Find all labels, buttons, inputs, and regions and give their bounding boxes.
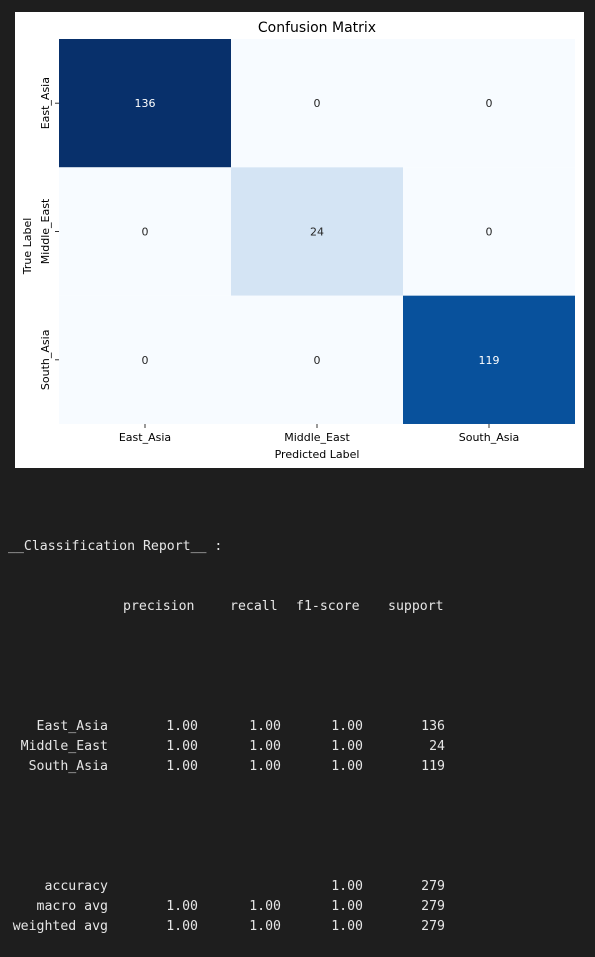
y-tick-label: East_Asia (39, 77, 52, 129)
report-cell-f1: 1.00 (331, 739, 363, 754)
report-summary-row: macro avg 1.00 1.00 1.00 279 (8, 897, 445, 917)
x-tick-label: South_Asia (459, 431, 520, 444)
heatmap-cell (59, 167, 231, 296)
report-cell-support: 279 (421, 899, 445, 914)
report-cell-recall: 1.00 (249, 739, 281, 754)
report-summary-row: weighted avg 1.00 1.00 1.00 279 (8, 917, 445, 937)
x-tick-label: East_Asia (119, 431, 171, 444)
classification-report: __Classification Report__ : precision re… (8, 497, 445, 957)
report-cell-precision: 1.00 (166, 919, 198, 934)
heatmap-cell (231, 167, 403, 296)
report-cell-f1: 1.00 (331, 879, 363, 894)
y-tick-label: South_Asia (39, 330, 52, 391)
report-cell-recall: 1.00 (249, 719, 281, 734)
cell-value-label: 0 (486, 225, 493, 238)
y-tick-label: Middle_East (39, 198, 52, 264)
heatmap-cell (231, 295, 403, 424)
report-title: __Classification Report__ : (8, 539, 223, 554)
report-cell-support: 119 (421, 759, 445, 774)
report-cell-f1: 1.00 (331, 719, 363, 734)
report-class-row: East_Asia 1.00 1.00 1.00 136 (8, 717, 445, 737)
heatmap-cell (403, 295, 575, 424)
y-axis-label: True Label (21, 218, 34, 276)
report-class-row: South_Asia 1.00 1.00 1.00 119 (8, 757, 445, 777)
heatmap-cell (59, 295, 231, 424)
report-title-line: __Classification Report__ : (8, 537, 222, 557)
report-class-row: Middle_East 1.00 1.00 1.00 24 (8, 737, 445, 757)
report-cell-support: 24 (429, 739, 445, 754)
cell-value-label: 119 (479, 354, 500, 367)
report-row-label: weighted avg (12, 919, 108, 934)
x-tick-label: Middle_East (284, 431, 350, 444)
report-cell-precision: 1.00 (166, 739, 198, 754)
report-cell-support: 279 (421, 879, 445, 894)
heatmap-cell (403, 167, 575, 296)
report-row-label: Middle_East (20, 739, 108, 754)
cell-value-label: 0 (314, 97, 321, 110)
header-recall: recall (230, 599, 278, 614)
header-precision: precision (123, 599, 195, 614)
report-cell-recall: 1.00 (249, 919, 281, 934)
report-cell-support: 279 (421, 919, 445, 934)
x-axis-label: Predicted Label (275, 448, 360, 461)
report-cell-precision: 1.00 (166, 899, 198, 914)
report-cell-f1: 1.00 (331, 759, 363, 774)
report-row-label: macro avg (36, 899, 108, 914)
cell-value-label: 0 (314, 354, 321, 367)
report-row-label: accuracy (44, 879, 108, 894)
confusion-matrix-chart: Confusion Matrix 136 0 0 0 24 0 0 0 119 East_Asi… (21, 20, 575, 461)
report-cell-precision: 1.00 (166, 759, 198, 774)
report-cell-precision: 1.00 (166, 719, 198, 734)
report-row-label: South_Asia (28, 759, 108, 774)
report-cell-support: 136 (421, 719, 445, 734)
report-summary-row: accuracy 1.00 279 (8, 877, 445, 897)
report-row-label: East_Asia (36, 719, 108, 734)
cell-value-label: 0 (142, 225, 149, 238)
heatmap-cell (231, 39, 403, 168)
report-cell-f1: 1.00 (331, 919, 363, 934)
report-cell-recall: 1.00 (249, 899, 281, 914)
heatmap-cell (59, 39, 231, 168)
header-f1-score: f1-score (296, 599, 360, 614)
header-support: support (388, 599, 444, 614)
report-cell-f1: 1.00 (331, 899, 363, 914)
cell-value-label: 24 (310, 225, 324, 238)
confusion-matrix-figure: Confusion Matrix 136 0 0 0 24 0 0 0 119 East_Asi… (15, 12, 584, 468)
cell-value-label: 0 (142, 354, 149, 367)
report-cell-recall: 1.00 (249, 759, 281, 774)
heatmap-cell (403, 39, 575, 168)
report-header-row: precision recall f1-score support (8, 597, 444, 617)
cell-value-label: 136 (135, 97, 156, 110)
cell-value-label: 0 (486, 97, 493, 110)
chart-title: Confusion Matrix (258, 20, 376, 36)
